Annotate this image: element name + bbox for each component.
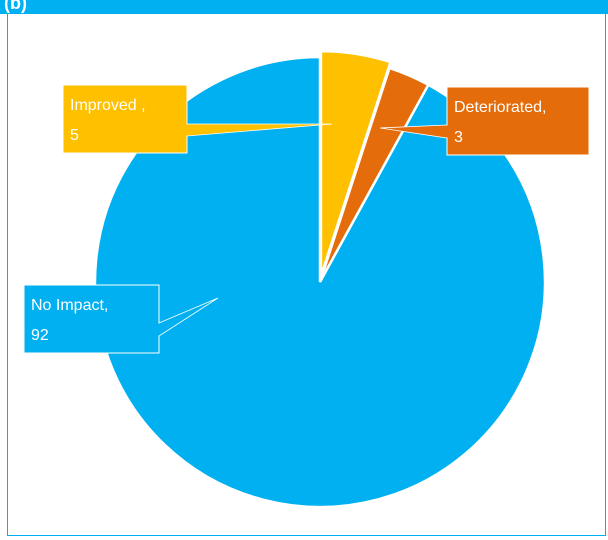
- data-label-deteriorated-name: Deteriorated,: [454, 99, 547, 116]
- data-label-deteriorated-value: 3: [454, 129, 463, 146]
- data-label-improved-name: Improved ,: [70, 97, 146, 114]
- data-label-no-impact-name: No Impact,: [31, 297, 108, 314]
- callout-seam-deteriorated: [447, 126, 449, 138]
- callout-seam-no-impact: [158, 324, 160, 336]
- data-label-no-impact-value: 92: [31, 327, 49, 344]
- callout-box-deteriorated: [447, 87, 589, 155]
- callout-box-improved: [63, 85, 187, 153]
- data-label-improved-value: 5: [70, 127, 79, 144]
- callout-seam-improved: [186, 125, 188, 136]
